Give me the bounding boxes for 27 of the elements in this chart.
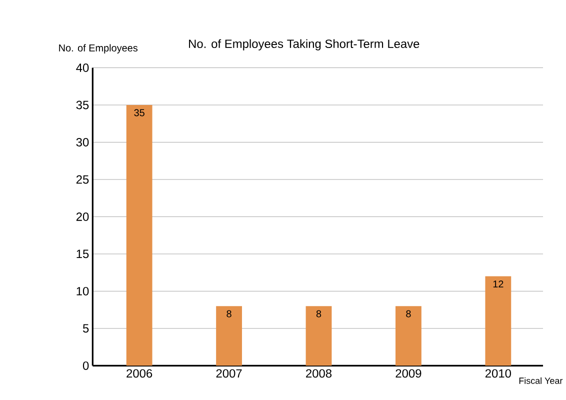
bar bbox=[126, 105, 152, 366]
y-tick-label: 40 bbox=[76, 64, 89, 72]
y-tick-label: 20 bbox=[76, 212, 89, 222]
data-label: 35 bbox=[134, 109, 144, 116]
y-tick-label: 25 bbox=[76, 175, 89, 184]
x-tick-label: 2009 bbox=[396, 369, 422, 378]
data-label: 8 bbox=[316, 310, 322, 318]
x-tick-label: 2008 bbox=[306, 369, 332, 378]
chart-title: No. of Employees Taking Short-Term Leave bbox=[189, 39, 420, 51]
bar bbox=[306, 306, 332, 366]
x-tick-label: 2007 bbox=[216, 369, 242, 378]
data-label: 8 bbox=[406, 310, 411, 318]
x-tick-label: 2010 bbox=[485, 369, 512, 378]
x-tick-label: 2006 bbox=[126, 369, 152, 378]
y-tick-label: 35 bbox=[76, 100, 89, 110]
y-tick-label: 15 bbox=[76, 250, 89, 258]
bar bbox=[485, 276, 512, 366]
y-tick-label: 5 bbox=[82, 324, 89, 333]
x-axis-title: Fiscal Year bbox=[519, 378, 563, 384]
data-label: 8 bbox=[226, 310, 232, 318]
y-tick-label: 0 bbox=[82, 362, 89, 370]
bar bbox=[216, 306, 242, 366]
y-axis-title: No. of Employees bbox=[59, 44, 138, 54]
data-label: 12 bbox=[493, 280, 504, 288]
y-tick-label: 10 bbox=[76, 287, 89, 296]
y-tick-label: 30 bbox=[76, 138, 89, 147]
bar bbox=[396, 306, 422, 366]
